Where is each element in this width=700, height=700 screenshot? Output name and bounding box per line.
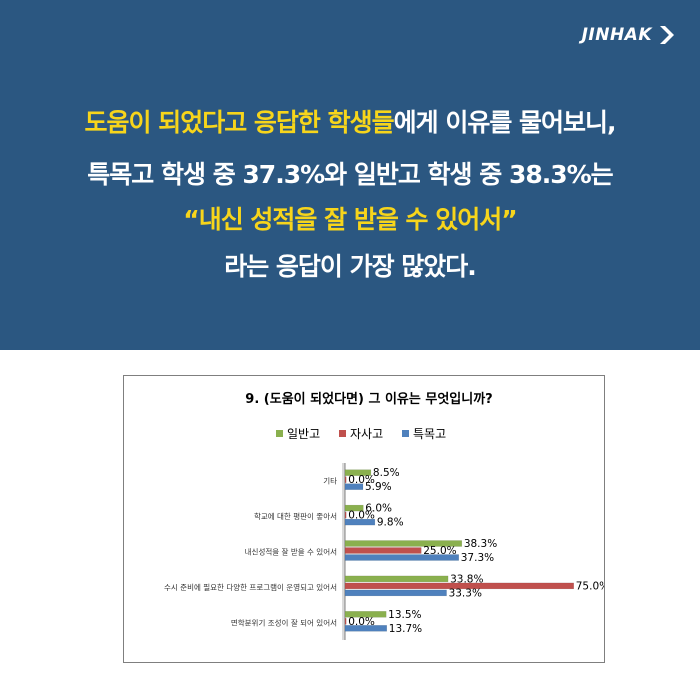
data-label-4-0: 13.5% (388, 609, 421, 621)
bar-2-1 (344, 547, 422, 554)
legend-label-2: 특목고 (413, 427, 446, 441)
data-label-1-0: 6.0% (365, 503, 392, 515)
legend-label-1: 자사고 (350, 427, 383, 441)
data-label-1-2: 9.8% (377, 517, 404, 529)
header-banner: JINHAK 도움이 되었다고 응답한 학생들에게 이유를 물어보니, 특목고 … (0, 0, 700, 350)
bar-chart: 9. (도움이 되었다면) 그 이유는 무엇입니까? 일반고 자사고 특목고 기타 8… (164, 391, 604, 640)
headline-highlight: 도움이 되었다고 응답한 학생들 (84, 108, 394, 137)
axis-wall (342, 463, 345, 640)
chart-legend: 일반고 자사고 특목고 (276, 427, 446, 441)
category-label-0: 기타 (323, 477, 337, 486)
chart-panel: 9. (도움이 되었다면) 그 이유는 무엇입니까? 일반고 자사고 특목고 기타 8… (123, 375, 605, 663)
data-label-2-2: 37.3% (461, 552, 494, 564)
data-label-3-0: 33.8% (450, 573, 483, 585)
legend-swatch-1 (339, 430, 346, 437)
jinhak-logo: JINHAK (582, 22, 678, 48)
headline-line-1-rest: 에게 이유를 물어보니, (393, 108, 617, 137)
data-label-4-2: 13.7% (389, 623, 422, 635)
data-label-0-2: 5.9% (365, 481, 392, 493)
bar-0-2 (344, 483, 364, 490)
data-label-3-1: 75.0% (576, 580, 604, 592)
category-label-1: 학교에 대한 평판이 좋아서 (254, 511, 337, 521)
data-label-2-0: 38.3% (464, 538, 497, 550)
data-label-4-1: 0.0% (348, 616, 375, 628)
headline-line-4: 라는 응답이 가장 많았다. (224, 252, 477, 281)
bar-3-0 (344, 575, 449, 583)
bar-4-1 (344, 618, 347, 625)
data-label-3-2: 33.3% (449, 587, 482, 599)
bar-0-0 (344, 469, 372, 476)
headline-quote: “내신 성적을 잘 받을 수 있어서” (183, 205, 517, 234)
data-label-0-1: 0.0% (348, 474, 375, 486)
data-label-2-1: 25.0% (423, 545, 456, 557)
legend-swatch-0 (276, 430, 283, 437)
bar-0-1 (344, 476, 347, 483)
bar-1-2 (344, 518, 376, 526)
data-label-1-1: 0.0% (348, 510, 375, 522)
bar-3-2 (344, 589, 447, 597)
bar-1-0 (344, 504, 364, 512)
bar-4-2 (344, 625, 388, 632)
logo-text: JINHAK (581, 25, 652, 45)
headline-line-1: 도움이 되었다고 응답한 학생들에게 이유를 물어보니, (0, 103, 700, 139)
bar-2-2 (344, 554, 460, 561)
legend-label-0: 일반고 (287, 427, 320, 441)
category-label-4: 면학분위기 조성이 잘 되어 있어서 (231, 617, 337, 627)
plot-area: 기타8.5%0.0%5.9%학교에 대한 평판이 좋아서6.0%0.0%9.8%… (164, 463, 604, 640)
legend-swatch-2 (402, 430, 409, 437)
bar-1-1 (344, 511, 347, 519)
data-label-0-0: 8.5% (373, 467, 400, 479)
chart-title: 9. (도움이 되었다면) 그 이유는 무엇입니까? (245, 391, 492, 407)
headline-line-2: 특목고 학생 중 37.3%와 일반고 학생 중 38.3%는 (87, 160, 613, 189)
bar-4-0 (344, 611, 387, 618)
category-label-2: 내신성적을 잘 받을 수 있어서 (245, 547, 337, 557)
chevron-right-icon (660, 26, 674, 44)
bar-2-0 (344, 540, 463, 547)
category-label-3: 수시 준비에 필요한 다양한 프로그램이 운영되고 있어서 (164, 582, 337, 592)
bar-3-1 (344, 582, 574, 590)
